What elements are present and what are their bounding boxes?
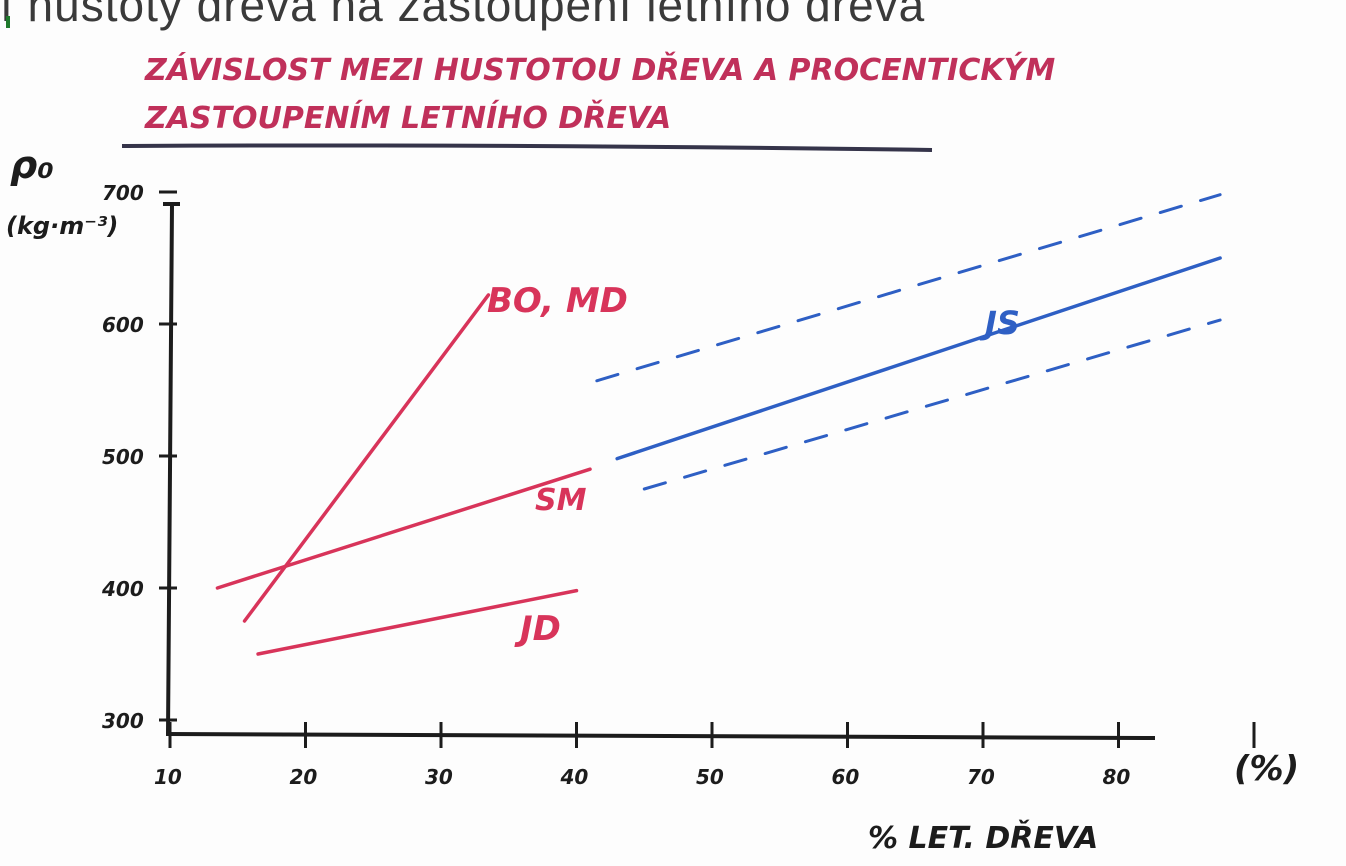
x-tick-label: 30 — [425, 765, 453, 789]
series-band-line — [642, 318, 1222, 491]
green-corner-mark — [6, 16, 10, 28]
y-tick-label: 600 — [102, 313, 144, 337]
y-tick-label: 400 — [101, 577, 144, 601]
series-label-js: JS — [979, 304, 1020, 342]
y-axis-unit: (kg·m⁻³) — [6, 212, 118, 240]
x-axis-line — [165, 732, 1156, 740]
y-tick-group: 300 400 500 600 700 — [101, 181, 177, 733]
series-line-js — [615, 256, 1222, 461]
x-tick-label: 60 — [832, 765, 860, 789]
series-line-jd — [256, 588, 579, 656]
title-underline — [121, 143, 933, 152]
x-tick-label: 50 — [696, 765, 724, 789]
y-axis-symbol: ρ₀ — [10, 143, 54, 187]
series-label-jd: JD — [514, 609, 561, 649]
slide-caption: í hustoty dreva na zastoupení letního dr… — [0, 0, 926, 31]
series-label-group: BO, MD SM JD JS — [487, 281, 1020, 649]
x-tick-label: 80 — [1103, 765, 1131, 789]
chart-title-line-2: ZASTOUPENÍM LETNÍHO DŘEVA — [144, 100, 671, 136]
series-label-bo-md: BO, MD — [487, 281, 628, 321]
series-line-bo-md — [242, 293, 491, 623]
y-tick-label: 500 — [102, 445, 144, 469]
x-axis-title: % LET. DŘEVA — [868, 820, 1098, 856]
y-axis-line — [163, 202, 180, 735]
x-tick-label: 20 — [290, 765, 318, 789]
x-tick-group: 10 20 30 40 50 60 70 80 — [154, 722, 1256, 789]
y-tick-label: 700 — [102, 181, 144, 205]
x-tick-label: 70 — [967, 765, 995, 789]
series-label-sm: SM — [535, 483, 587, 518]
chart-title-line-1: ZÁVISLOST MEZI HUSTOTOU DŘEVA A PROCENTI… — [144, 52, 1055, 88]
x-axis-unit: (%) — [1234, 749, 1299, 789]
x-tick-label: 10 — [154, 765, 182, 789]
series-group — [215, 193, 1222, 656]
x-tick-label: 40 — [560, 765, 589, 789]
y-tick-label: 300 — [102, 709, 144, 733]
series-line-sm — [215, 467, 592, 590]
